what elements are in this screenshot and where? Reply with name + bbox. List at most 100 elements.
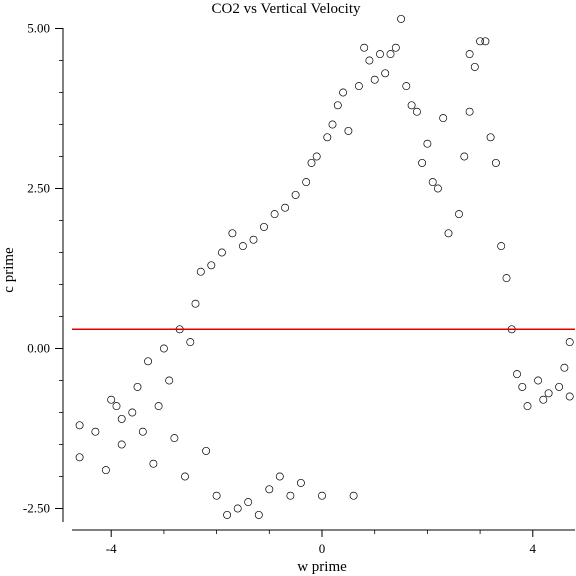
x-axis-title: w prime (297, 559, 347, 575)
data-point (418, 158, 427, 167)
data-point (133, 382, 142, 391)
data-point (481, 37, 490, 46)
y-tick-label: 2.50 (27, 181, 50, 196)
data-point (486, 133, 495, 142)
data-point (428, 178, 437, 187)
data-point (75, 421, 84, 430)
data-point (223, 510, 232, 519)
data-point (339, 88, 348, 97)
data-point (291, 190, 300, 199)
data-point (460, 152, 469, 161)
data-point (244, 498, 253, 507)
data-point (286, 491, 295, 500)
data-point (423, 139, 432, 148)
data-point (170, 434, 179, 443)
data-point (465, 50, 474, 59)
data-point (207, 261, 216, 270)
data-point (349, 491, 358, 500)
data-point (402, 82, 411, 91)
data-point (455, 210, 463, 219)
data-point (249, 235, 258, 244)
x-tick-label: -4 (106, 541, 117, 556)
data-point (228, 229, 237, 238)
data-point (407, 101, 416, 110)
axes-group (62, 28, 575, 531)
data-point (360, 43, 369, 52)
y-tick-label: -2.50 (23, 501, 50, 516)
data-point (275, 472, 284, 481)
chart-title: CO2 vs Vertical Velocity (211, 1, 361, 17)
y-axis-title: c prime (1, 247, 17, 293)
data-point (112, 402, 121, 411)
data-point (523, 402, 532, 411)
data-point (518, 382, 527, 391)
data-point (91, 427, 100, 436)
data-point (439, 114, 448, 123)
data-point (270, 210, 279, 219)
title-group: CO2 vs Vertical Velocity (211, 1, 361, 17)
data-point (312, 152, 321, 161)
data-point (181, 472, 189, 481)
data-point (318, 491, 326, 500)
data-point (333, 101, 342, 110)
axis-titles: w prime c prime (1, 247, 347, 575)
data-point (555, 382, 564, 391)
data-point (107, 395, 116, 404)
data-point (186, 338, 195, 347)
data-point (302, 178, 311, 187)
data-point (265, 485, 274, 494)
data-point (149, 459, 158, 468)
x-tick-label: 4 (530, 541, 537, 556)
data-point (159, 344, 168, 353)
data-point (233, 504, 242, 513)
data-point (544, 389, 553, 398)
data-point (138, 427, 147, 436)
data-point (328, 120, 337, 129)
data-point (513, 370, 521, 379)
data-points (75, 14, 574, 519)
y-tick-label: 5.00 (27, 21, 50, 36)
data-point (444, 229, 453, 238)
data-point (465, 107, 474, 116)
data-point (75, 453, 84, 462)
data-point (565, 338, 574, 347)
data-point (412, 107, 421, 116)
data-point (433, 184, 442, 193)
x-tick-label: 0 (319, 541, 326, 556)
data-point (391, 43, 400, 52)
data-point (397, 14, 406, 23)
data-point (370, 75, 379, 84)
data-point (212, 491, 221, 500)
data-point (238, 242, 247, 251)
data-point (144, 357, 153, 366)
data-point (117, 440, 126, 449)
data-point (254, 510, 263, 519)
data-point (534, 376, 543, 385)
data-point (128, 408, 137, 417)
data-point (202, 446, 211, 455)
data-point (117, 414, 126, 423)
data-point (491, 158, 500, 167)
data-point (560, 363, 569, 372)
data-point (154, 402, 163, 411)
data-point (165, 376, 174, 385)
data-point (502, 274, 511, 283)
data-point (323, 133, 332, 142)
data-point (307, 158, 316, 167)
data-point (196, 267, 205, 276)
data-point (344, 126, 353, 135)
data-point (565, 392, 574, 401)
data-point (281, 203, 290, 212)
data-point (376, 50, 384, 59)
data-point (296, 478, 305, 487)
y-tick-label: 0.00 (27, 341, 50, 356)
data-point (365, 56, 374, 65)
data-point (217, 248, 226, 257)
data-point (539, 395, 548, 404)
data-point (497, 242, 506, 251)
data-point (470, 62, 479, 71)
data-point (191, 299, 200, 308)
data-point (101, 466, 110, 475)
